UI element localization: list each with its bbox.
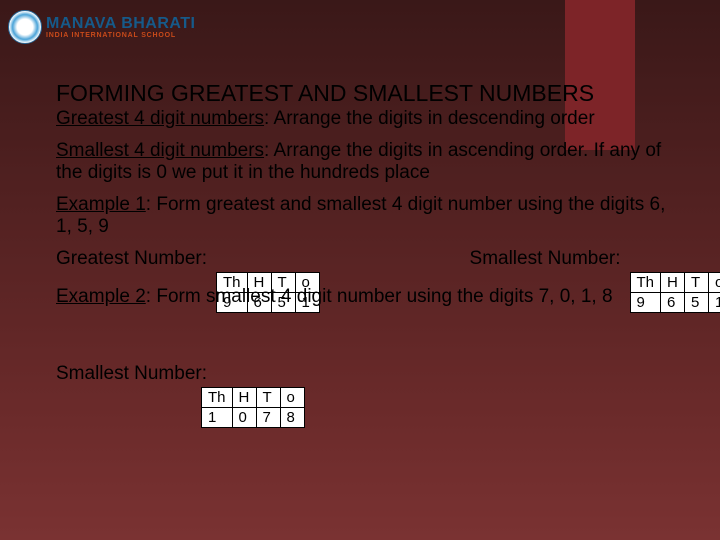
example2-label: Example 2 bbox=[56, 286, 146, 307]
school-logo: MANAVA BHARATI INDIA INTERNATIONAL SCHOO… bbox=[8, 10, 196, 44]
logo-sub: INDIA INTERNATIONAL SCHOOL bbox=[46, 32, 196, 39]
logo-text: MANAVA BHARATI INDIA INTERNATIONAL SCHOO… bbox=[46, 16, 196, 39]
example2-smallest-label: Smallest Number: bbox=[56, 363, 680, 385]
col-o: o bbox=[709, 272, 720, 292]
smallest-number-label: Smallest Number: bbox=[470, 248, 720, 270]
cell-h: 0 bbox=[232, 407, 256, 427]
greatest-rule-label: Greatest 4 digit numbers bbox=[56, 108, 264, 129]
col-t: T bbox=[685, 272, 709, 292]
slide-content: FORMING GREATEST AND SMALLEST NUMBERS Gr… bbox=[56, 80, 680, 428]
example1-prompt: Example 1: Form greatest and smallest 4 … bbox=[56, 194, 680, 238]
example1-label: Example 1 bbox=[56, 194, 146, 215]
smallest-rule: Smallest 4 digit numbers: Arrange the di… bbox=[56, 140, 680, 184]
greatest-rule-text: : Arrange the digits in descending order bbox=[264, 108, 595, 129]
example1-text: : Form greatest and smallest 4 digit num… bbox=[56, 194, 665, 237]
col-h: H bbox=[661, 272, 685, 292]
cell-h: 6 bbox=[661, 292, 685, 312]
example2-table: Th H T o 1 0 7 8 bbox=[201, 387, 305, 428]
cell-th: 1 bbox=[202, 407, 233, 427]
col-h: H bbox=[232, 387, 256, 407]
cell-t: 5 bbox=[685, 292, 709, 312]
example2-text: : Form smallest 4 digit number using the… bbox=[146, 286, 613, 307]
cell-o: 8 bbox=[280, 407, 304, 427]
col-o: o bbox=[280, 387, 304, 407]
smallest-number-table: Th H T o 9 6 5 1 bbox=[630, 272, 720, 313]
slide-title: FORMING GREATEST AND SMALLEST NUMBERS bbox=[56, 80, 680, 106]
col-t: T bbox=[256, 387, 280, 407]
greatest-number-label: Greatest Number: bbox=[56, 248, 320, 270]
cell-o: 1 bbox=[709, 292, 720, 312]
cell-th: 9 bbox=[630, 292, 661, 312]
col-th: Th bbox=[202, 387, 233, 407]
smallest-rule-label: Smallest 4 digit numbers bbox=[56, 140, 264, 161]
logo-emblem bbox=[8, 10, 42, 44]
col-th: Th bbox=[630, 272, 661, 292]
greatest-rule: Greatest 4 digit numbers: Arrange the di… bbox=[56, 108, 680, 130]
example2-prompt: Example 2: Form smallest 4 digit number … bbox=[56, 286, 613, 308]
cell-t: 7 bbox=[256, 407, 280, 427]
logo-main: MANAVA BHARATI bbox=[46, 16, 196, 32]
